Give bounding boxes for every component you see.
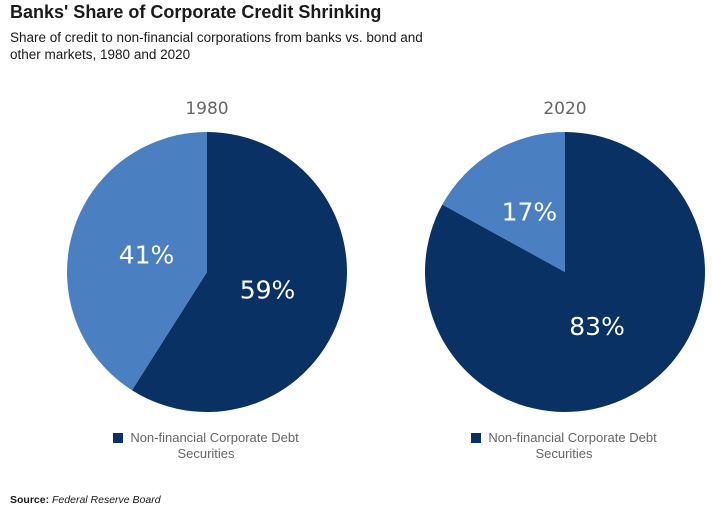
legend-swatch-2020: [471, 433, 482, 443]
chart-subtitle: Share of credit to non-financial corpora…: [10, 30, 423, 62]
pie-1980-slice-1-label: 41%: [119, 240, 175, 269]
source-note: Source: Federal Reserve Board: [10, 494, 161, 506]
legend-label-2020: Non-financial Corporate Debt Securities: [488, 430, 657, 461]
legend-2020: Non-financial Corporate Debt Securities: [464, 430, 664, 462]
chart-title: Banks' Share of Corporate Credit Shrinki…: [10, 2, 382, 22]
legend-label-1980: Non-financial Corporate Debt Securities: [130, 430, 299, 461]
legend-swatch-1980: [113, 433, 124, 443]
pie-2020-year-label: 2020: [543, 99, 586, 119]
pie-2020-slice-1: [442, 132, 565, 272]
pie-2020-slice-1-label: 17%: [502, 198, 558, 227]
pie-1980-slice-1: [67, 132, 207, 391]
pie-1980: 59% 41%: [67, 132, 348, 413]
pie-1980-slice-0: [131, 132, 348, 413]
source-label: Source:: [10, 494, 50, 506]
legend-1980: Non-financial Corporate Debt Securities: [106, 430, 306, 462]
pie-1980-year-label: 1980: [185, 99, 228, 119]
pie-2020: 83% 17%: [425, 132, 705, 412]
pie-1980-slice-0-label: 59%: [240, 276, 296, 305]
source-value: Federal Reserve Board: [52, 494, 161, 506]
pie-2020-slice-0-label: 83%: [569, 312, 625, 341]
